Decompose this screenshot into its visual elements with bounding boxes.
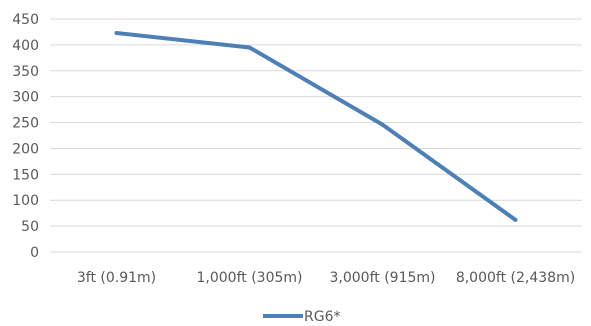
gridlines xyxy=(50,18,582,253)
series-layer xyxy=(114,30,518,222)
y-tick-label: 100 xyxy=(12,193,39,209)
data-point xyxy=(247,45,252,50)
x-tick-label: 3,000ft (915m) xyxy=(330,270,436,286)
y-tick-label: 450 xyxy=(12,12,39,28)
y-tick-label: 350 xyxy=(12,64,39,80)
y-tick-label: 300 xyxy=(12,90,39,106)
x-axis: 3ft (0.91m) 1,000ft (305m) 3,000ft (915m) 8… xyxy=(77,270,575,286)
data-point xyxy=(114,30,119,35)
data-point xyxy=(380,122,385,127)
y-tick-label: 200 xyxy=(12,141,39,157)
y-tick-label: 50 xyxy=(21,219,39,235)
series-line-rg6 xyxy=(116,30,517,222)
data-point xyxy=(513,217,518,222)
x-tick-label: 8,000ft (2,438m) xyxy=(456,270,575,286)
legend: RG6* xyxy=(263,309,340,325)
y-tick-label: 400 xyxy=(12,38,39,54)
x-tick-label: 1,000ft (305m) xyxy=(197,270,303,286)
y-axis: 0 50 100 150 200 250 300 350 400 450 xyxy=(12,12,39,261)
y-tick-label: 250 xyxy=(12,116,39,132)
y-tick-label: 0 xyxy=(30,245,39,261)
y-tick-label: 150 xyxy=(12,167,39,183)
x-tick-label: 3ft (0.91m) xyxy=(77,270,156,286)
legend-label-rg6: RG6* xyxy=(304,309,340,325)
